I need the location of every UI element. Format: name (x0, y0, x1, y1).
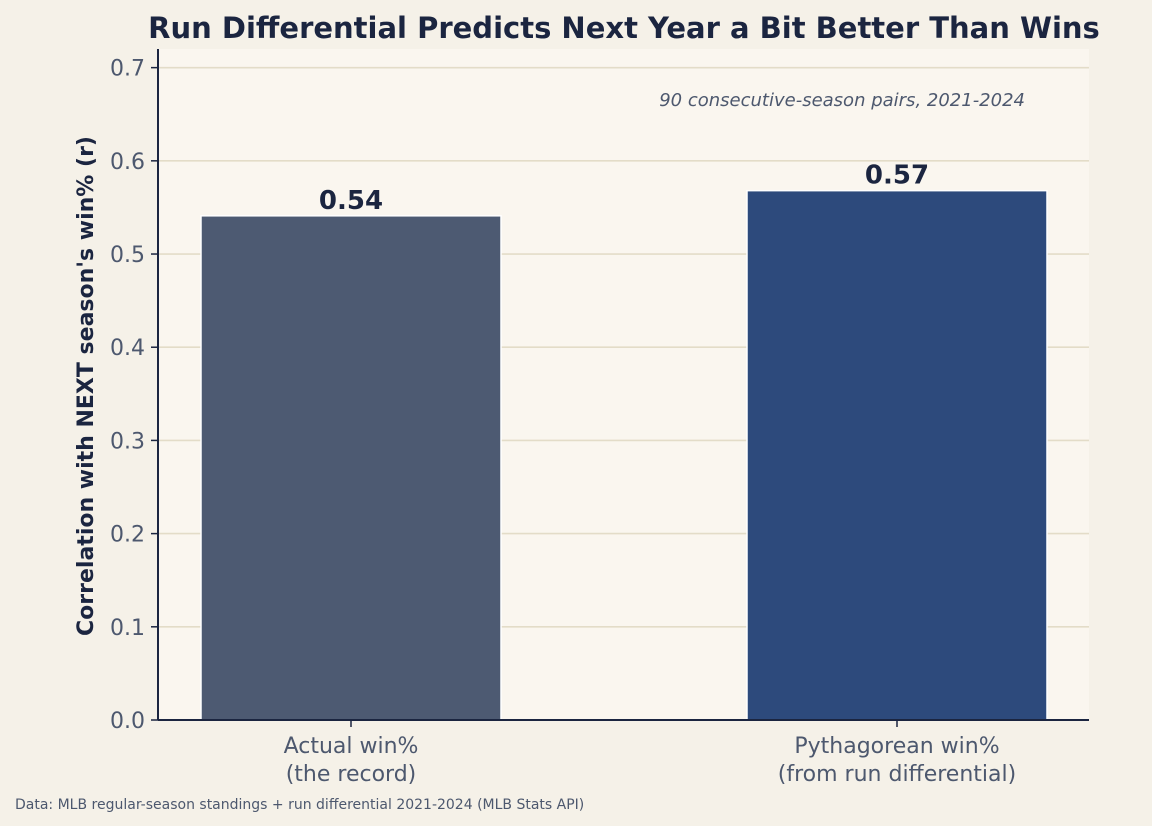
sample-annotation: 90 consecutive-season pairs, 2021-2024 (659, 90, 1025, 111)
y-tick-label: 0.1 (110, 616, 145, 641)
axes (151, 49, 1089, 727)
x-tick-label: (the record) (286, 762, 417, 787)
y-tick-label: 0.0 (110, 709, 145, 734)
value-labels: 0.54 0.57 (319, 161, 929, 216)
bar-value-label: 0.57 (865, 161, 929, 191)
bar-2 (746, 189, 1048, 721)
y-tick-label: 0.5 (110, 243, 145, 268)
y-axis-label: Correlation with NEXT season's win% (r) (74, 136, 99, 636)
bar-1 (200, 215, 502, 721)
data-source-note: Data: MLB regular-season standings + run… (15, 797, 584, 813)
chart-title: Run Differential Predicts Next Year a Bi… (148, 11, 1100, 45)
bars (200, 189, 1048, 721)
x-tick-label: Actual win% (284, 734, 419, 759)
y-tick-label: 0.6 (110, 150, 145, 175)
y-tick-label: 0.7 (110, 57, 145, 82)
y-tick-label: 0.2 (110, 523, 145, 548)
y-tick-labels: 0.0 0.1 0.2 0.3 0.4 0.5 0.6 0.7 (110, 57, 145, 734)
x-tick-label: Pythagorean win% (794, 734, 999, 759)
x-tick-labels: Actual win% (the record) Pythagorean win% (… (284, 734, 1017, 787)
y-tick-label: 0.4 (110, 336, 145, 361)
y-tick-label: 0.3 (110, 429, 145, 454)
bar-value-label: 0.54 (319, 186, 383, 216)
x-tick-label: (from run differential) (778, 762, 1016, 787)
